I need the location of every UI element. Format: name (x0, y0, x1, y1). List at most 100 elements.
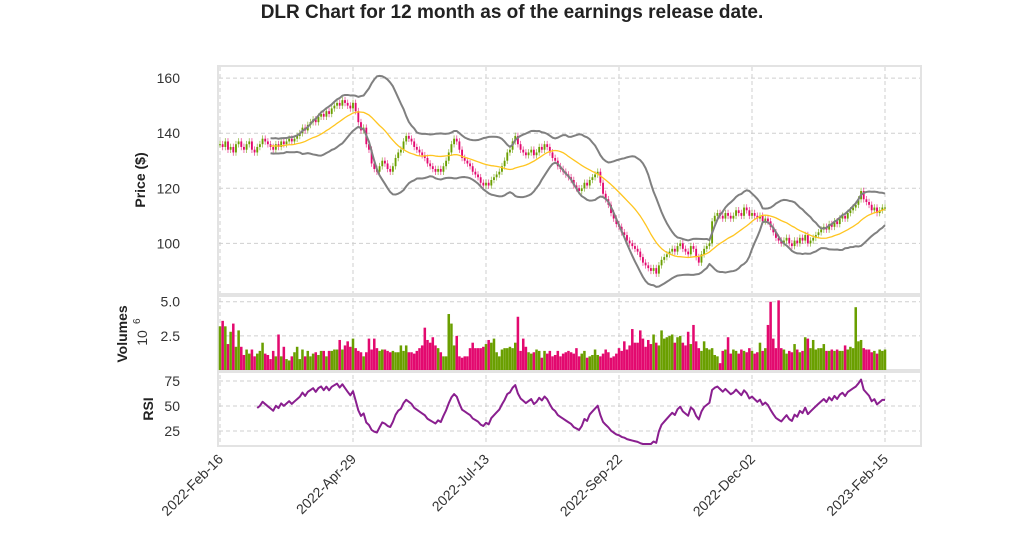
volume-bar (279, 356, 283, 370)
volume-bar (420, 345, 424, 370)
candle-body (695, 248, 698, 258)
volume-bar (407, 352, 411, 370)
candle-body (748, 210, 751, 216)
candle-body (838, 218, 841, 225)
volume-bar (795, 349, 799, 370)
candle-body (445, 160, 448, 167)
volume-bar (359, 352, 363, 370)
candle-body (232, 146, 235, 153)
grid-lines (219, 67, 920, 446)
candle-body (753, 213, 756, 216)
candle-body (634, 246, 636, 249)
volume-bar (737, 353, 740, 370)
candle-body (487, 182, 490, 186)
candle-body (833, 221, 836, 227)
volume-bar (740, 349, 743, 370)
volume-bar (263, 353, 267, 370)
volume-bar (529, 353, 533, 370)
candle-body (245, 144, 248, 150)
volume-bar (378, 350, 381, 370)
candle-body (626, 235, 628, 241)
volume-bar (716, 356, 719, 370)
candle-body (668, 251, 671, 255)
volume-bar (439, 352, 443, 370)
volume-bar (803, 337, 807, 370)
volume-bar (338, 339, 341, 370)
volume-bar (319, 350, 323, 370)
volume-bar (386, 350, 389, 370)
volume-bar (269, 359, 272, 370)
volume-bar (873, 350, 876, 370)
candle-body (373, 163, 376, 169)
candle-body (524, 152, 527, 156)
candle-body (389, 168, 392, 172)
candle-body (256, 146, 259, 153)
volume-bar (617, 348, 621, 370)
volume-bar (846, 349, 850, 370)
volume-bar (769, 301, 772, 370)
volume-bar (822, 344, 826, 370)
volume-bar (867, 349, 871, 370)
volume-bar (721, 350, 725, 370)
volume-bar (349, 346, 352, 370)
candle-body (647, 265, 650, 269)
candle-body (516, 135, 519, 145)
candle-body (538, 146, 541, 153)
rsi-panel (217, 371, 922, 447)
candle-body (676, 246, 679, 252)
volume-bar (593, 349, 597, 370)
volume-bar (660, 330, 663, 370)
volume-bar (500, 349, 504, 370)
volume-bar (495, 352, 498, 370)
candle-body (229, 146, 232, 150)
candle-body (360, 122, 362, 131)
candle-body (455, 138, 458, 142)
price-axis-label: Price ($) (132, 152, 148, 207)
candle-body (721, 215, 724, 219)
volume-bar (415, 350, 419, 370)
candle-body (381, 160, 384, 167)
candle-body (458, 141, 461, 150)
candle-body (881, 207, 884, 211)
volume-bar (466, 356, 469, 370)
candle-body (644, 262, 647, 266)
volume-bar (569, 352, 573, 370)
volume-bar (870, 352, 873, 370)
volume-bar (686, 331, 690, 370)
rsi-y-tick-label: 25 (164, 423, 180, 439)
volume-bar (450, 323, 453, 370)
volume-bar (734, 350, 738, 370)
volume-bar (748, 348, 751, 370)
volume-bar (423, 327, 427, 370)
candle-body (370, 149, 373, 164)
volume-bar (761, 350, 764, 370)
candle-body (266, 141, 269, 145)
volume-bar (878, 349, 881, 370)
candle-body (777, 237, 780, 241)
volume-bar (234, 346, 238, 370)
volume-bar (543, 350, 546, 370)
volume-bar (777, 300, 780, 370)
x-tick-label: 2022-Dec-02 (690, 451, 759, 520)
candle-body (482, 182, 485, 186)
volume-bar (623, 341, 626, 370)
volume-bar (391, 350, 395, 370)
candle-body (868, 202, 870, 205)
volume-bar (851, 348, 855, 370)
volume-bar (402, 350, 405, 370)
volume-bar (274, 356, 278, 370)
candle-body (288, 138, 291, 142)
candle-body (418, 149, 421, 153)
candle-body (820, 229, 823, 233)
volume-bar (383, 349, 387, 370)
candle-body (660, 259, 663, 266)
volume-bar (854, 307, 858, 370)
volume-bar (506, 348, 509, 370)
volume-bar (785, 353, 788, 370)
volume-bar (447, 314, 451, 370)
volume-bar (266, 354, 270, 370)
volume-bar (365, 352, 368, 370)
volume-bar (282, 346, 286, 370)
candle-body (764, 218, 767, 222)
candle-body (884, 207, 886, 209)
